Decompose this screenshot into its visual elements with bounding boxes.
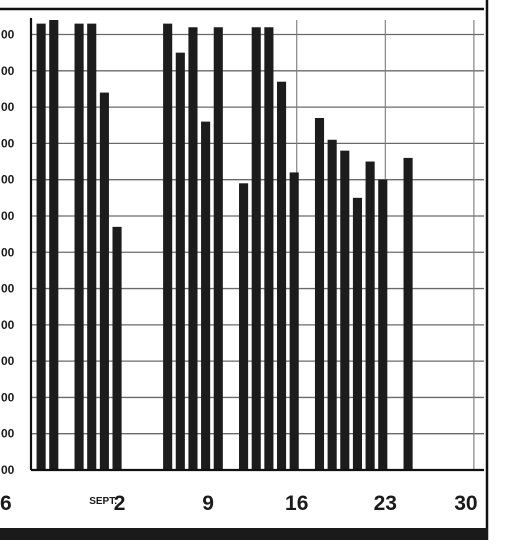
axes <box>0 0 489 540</box>
bar <box>403 157 413 470</box>
x-tick-label: 6 <box>0 492 12 515</box>
bar <box>239 183 249 470</box>
bar <box>163 23 173 471</box>
bar <box>112 226 122 470</box>
y-axis-tick-labels: 00 00 00 00 00 00 00 00 00 00 00 00 00 <box>1 28 15 477</box>
y-tick-label: 00 <box>1 354 15 368</box>
y-tick-label: 00 <box>1 100 15 114</box>
y-tick-label: 00 <box>1 64 15 78</box>
bar <box>213 27 223 471</box>
y-tick-label: 00 <box>1 427 15 441</box>
bar <box>378 179 388 470</box>
y-tick-label: 00 <box>1 463 15 477</box>
x-axis-tick-labels: 6 SEPT.2 9 16 23 30 <box>0 492 478 515</box>
bar <box>201 121 211 470</box>
x-tick-label: 9 <box>202 492 214 515</box>
y-tick-label: 00 <box>1 209 15 223</box>
x-tick-label: 16 <box>285 492 308 515</box>
bar <box>276 81 287 471</box>
x-tick-label: 2 <box>114 492 126 515</box>
bar <box>365 161 375 470</box>
x-tick-label-month: SEPT. <box>89 496 117 507</box>
bar <box>327 139 337 471</box>
bar <box>87 23 97 471</box>
bar <box>352 197 363 471</box>
bar <box>251 27 261 471</box>
y-tick-label: 00 <box>1 282 15 296</box>
x-tick-label: 30 <box>454 492 477 515</box>
bar <box>36 23 46 471</box>
y-tick-label: 00 <box>1 28 15 42</box>
bar <box>188 27 198 471</box>
bar <box>264 27 274 471</box>
bars <box>36 20 413 471</box>
bar <box>175 52 185 471</box>
bar <box>289 172 299 470</box>
bar <box>74 23 84 471</box>
bar <box>99 92 109 471</box>
bar <box>49 20 59 470</box>
bar <box>340 150 350 471</box>
bar <box>314 117 325 470</box>
y-tick-label: 00 <box>1 245 15 259</box>
y-tick-label: 00 <box>1 318 15 332</box>
bottom-border <box>0 528 488 540</box>
x-tick-label: 23 <box>374 492 397 515</box>
y-tick-label: 00 <box>1 136 15 150</box>
y-tick-label: 00 <box>1 173 15 187</box>
y-tick-label: 00 <box>1 390 15 404</box>
